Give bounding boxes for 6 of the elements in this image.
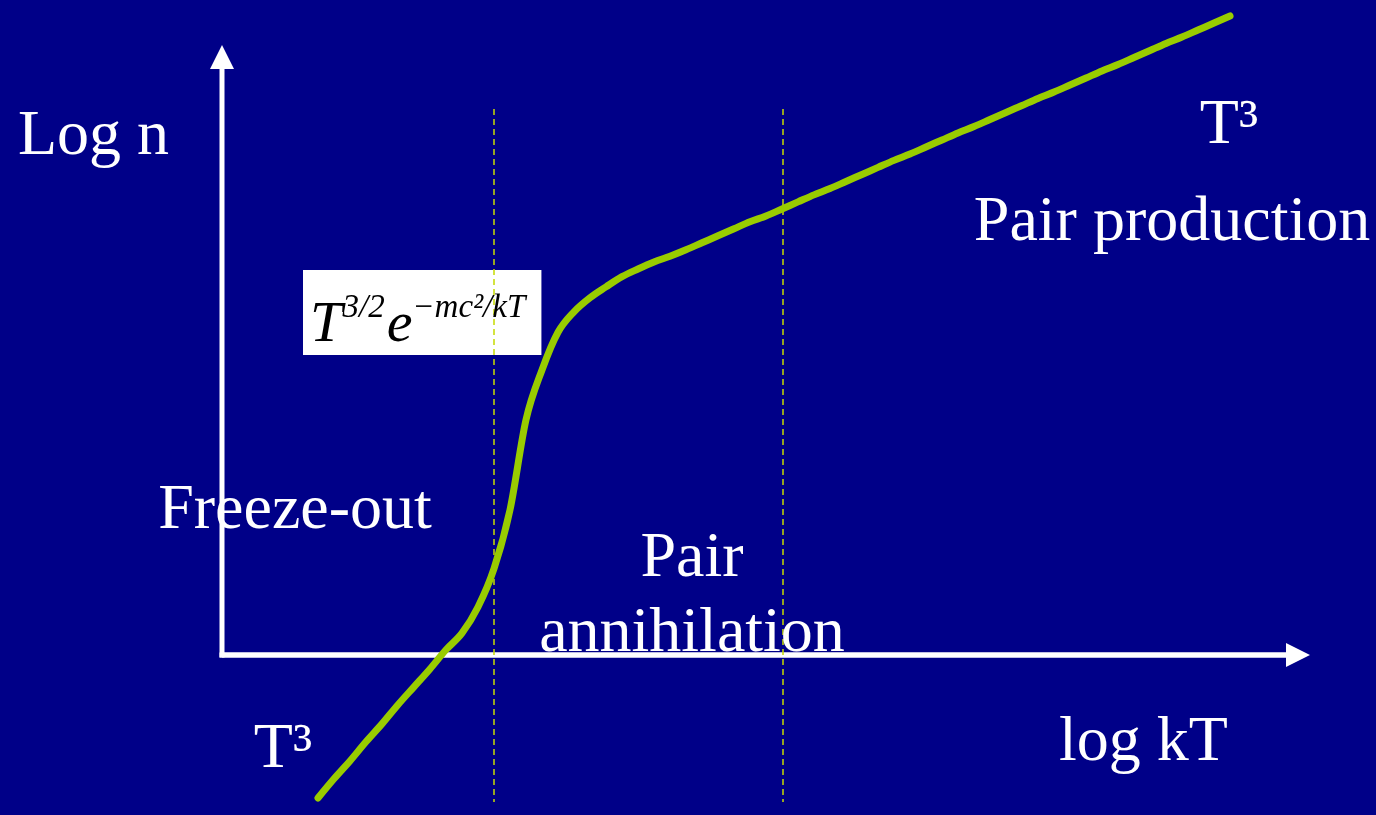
annotation: Pair production — [973, 183, 1371, 254]
y-axis-title: Log n — [17, 96, 170, 168]
annotation: T³ — [253, 710, 313, 781]
annotation: Pair annihilation — [539, 519, 845, 665]
annotation: T³ — [1199, 86, 1259, 157]
x-axis-title: log kT — [1059, 702, 1228, 774]
